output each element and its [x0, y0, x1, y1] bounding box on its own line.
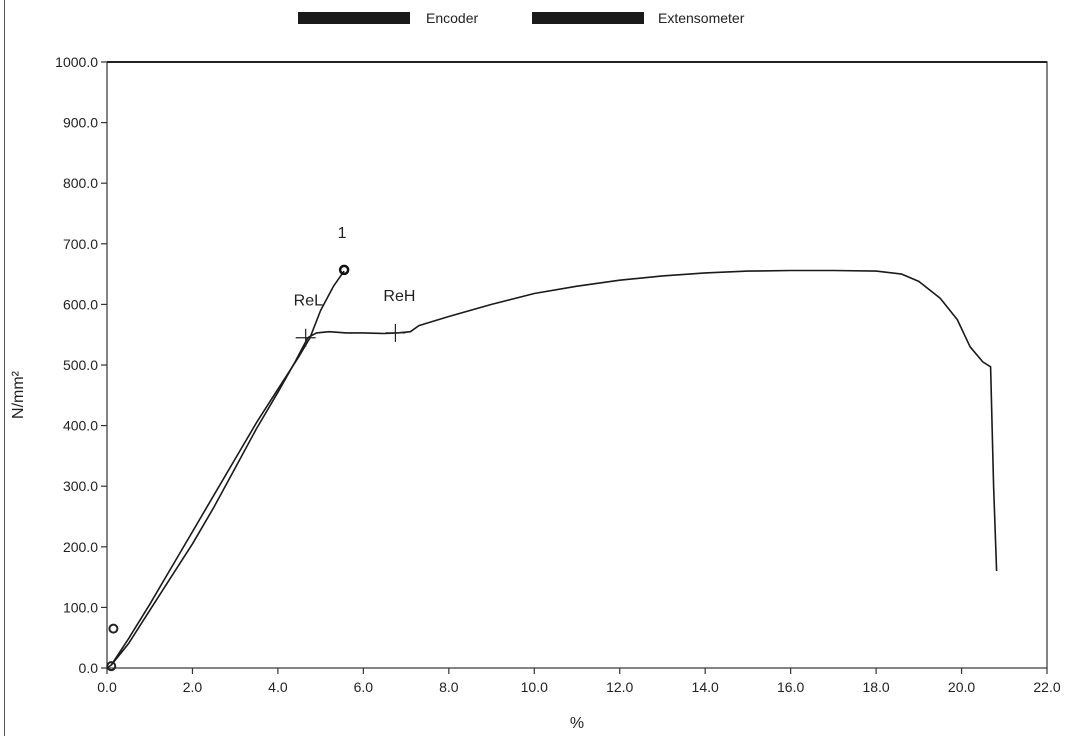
x-tick-label: 18.0: [862, 679, 889, 695]
origin-marker: [108, 623, 119, 634]
legend: Encoder Extensometer: [298, 10, 745, 26]
x-tick-label: 10.0: [521, 679, 548, 695]
y-tick-label: 0.0: [79, 660, 99, 676]
x-tick-label: 8.0: [439, 679, 459, 695]
x-tick-label: 12.0: [606, 679, 633, 695]
end-point-marker: [338, 264, 350, 276]
x-axis-title: %: [570, 715, 584, 732]
x-tick-label: 16.0: [777, 679, 804, 695]
marker-rel: [295, 328, 316, 347]
x-axis: 0.0 2.0 4.0 6.0 8.0 10.0 12.0 14.0 16.0 18.0 20.0 2…: [97, 668, 1061, 695]
marker-label-rel: ReL: [294, 293, 323, 310]
page-border-line: [4, 0, 5, 736]
x-tick-label: 20.0: [948, 679, 975, 695]
series-line-extensometer: [110, 270, 345, 666]
legend-label-encoder: Encoder: [426, 10, 478, 26]
end-point-label: 1: [338, 225, 347, 242]
x-tick-label: 14.0: [692, 679, 719, 695]
x-tick-label: 22.0: [1033, 679, 1060, 695]
y-tick-label: 1000.0: [55, 54, 98, 70]
y-tick-label: 500.0: [63, 357, 98, 373]
y-tick-label: 700.0: [63, 236, 98, 252]
y-axis: 0.0 100.0 200.0 300.0 400.0 500.0 600.0 700.0 80…: [55, 54, 107, 676]
y-tick-label: 100.0: [63, 599, 98, 615]
legend-swatch-extensometer: [532, 12, 644, 24]
x-tick-label: 0.0: [97, 679, 117, 695]
y-tick-label: 800.0: [63, 175, 98, 191]
y-tick-label: 200.0: [63, 539, 98, 555]
x-tick-label: 2.0: [183, 679, 203, 695]
plot-area: [106, 61, 1048, 669]
series-line-encoder: [106, 269, 998, 669]
y-tick-label: 300.0: [63, 478, 98, 494]
series-layer: [106, 269, 998, 669]
marker-label-reh: ReH: [383, 288, 415, 305]
legend-label-extensometer: Extensometer: [658, 10, 745, 26]
y-tick-label: 400.0: [63, 418, 98, 434]
marker-layer: ReL ReH 1: [106, 225, 415, 672]
y-axis-title: N/mm²: [10, 370, 27, 419]
origin-marker: [106, 661, 117, 672]
marker-reh: [385, 323, 406, 342]
y-tick-label: 600.0: [63, 296, 98, 312]
legend-swatch-encoder: [298, 12, 410, 24]
x-tick-label: 6.0: [354, 679, 374, 695]
x-tick-label: 4.0: [268, 679, 288, 695]
y-tick-label: 900.0: [63, 115, 98, 131]
